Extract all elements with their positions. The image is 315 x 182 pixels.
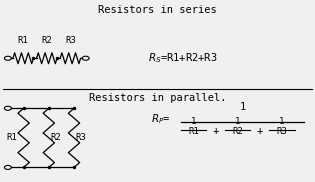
Text: Resistors in series: Resistors in series bbox=[98, 5, 217, 15]
Text: 1: 1 bbox=[279, 118, 285, 126]
Text: Resistors in parallel.: Resistors in parallel. bbox=[89, 93, 226, 103]
Text: R1: R1 bbox=[18, 37, 29, 46]
Text: $R_S$=R1+R2+R3: $R_S$=R1+R2+R3 bbox=[148, 51, 217, 65]
Text: R1: R1 bbox=[6, 133, 17, 142]
Text: +: + bbox=[213, 126, 219, 136]
Text: 1: 1 bbox=[235, 118, 241, 126]
Text: +: + bbox=[257, 126, 263, 136]
Text: $R_P$=: $R_P$= bbox=[151, 112, 171, 126]
Text: R2: R2 bbox=[50, 133, 61, 142]
Text: R2: R2 bbox=[41, 37, 52, 46]
Text: R3: R3 bbox=[76, 133, 86, 142]
Text: R3: R3 bbox=[65, 37, 76, 46]
Text: R3: R3 bbox=[277, 127, 287, 136]
Text: R1: R1 bbox=[188, 127, 199, 136]
Text: 1: 1 bbox=[191, 118, 197, 126]
Text: R2: R2 bbox=[232, 127, 243, 136]
Text: 1: 1 bbox=[239, 102, 246, 112]
